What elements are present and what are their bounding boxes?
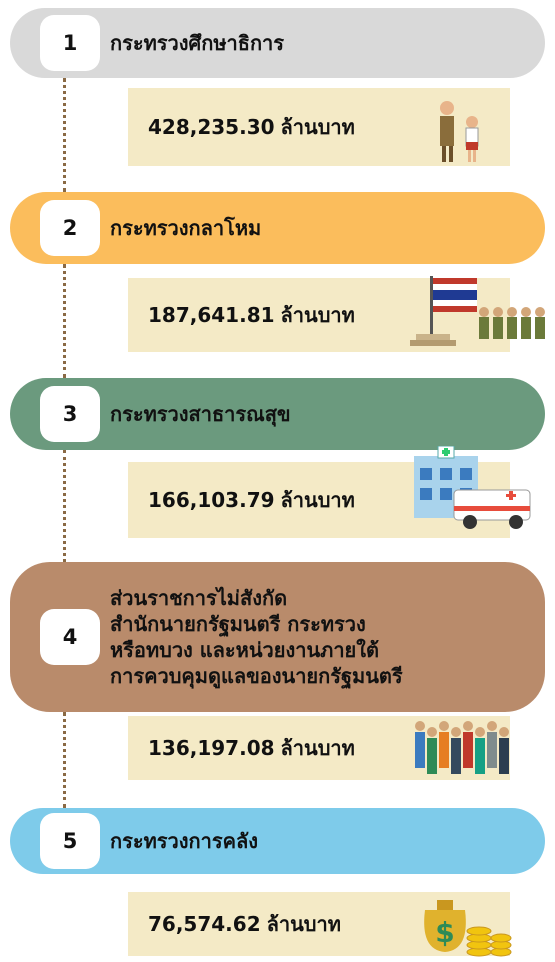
category-header: 3 กระทรวงสาธารณสุข bbox=[10, 378, 545, 450]
title-line: หรือทบวง และหน่วยงานภายใต้ bbox=[110, 638, 380, 662]
connector bbox=[63, 450, 66, 562]
amount: 187,641.81 bbox=[148, 303, 275, 327]
amount: 428,235.30 bbox=[148, 115, 275, 139]
title-line: กระทรวงสาธารณสุข bbox=[110, 402, 291, 426]
budget-amount: 187,641.81 ล้านบาท bbox=[148, 278, 355, 352]
unit: ล้านบาท bbox=[266, 912, 341, 936]
category-icon bbox=[414, 446, 531, 529]
unit: ล้านบาท bbox=[280, 488, 355, 512]
category-title: ส่วนราชการไม่สังกัด สำนักนายกรัฐมนตรี กระ… bbox=[110, 562, 525, 712]
svg-text:$: $ bbox=[435, 916, 454, 949]
rank-number: 5 bbox=[40, 813, 100, 869]
budget-amount: 136,197.08 ล้านบาท bbox=[148, 716, 355, 780]
title-line: กระทรวงกลาโหม bbox=[110, 216, 262, 240]
budget-amount: 166,103.79 ล้านบาท bbox=[148, 462, 355, 538]
category-icon bbox=[410, 276, 545, 346]
amount: 166,103.79 bbox=[148, 488, 275, 512]
budget-amount: 428,235.30 ล้านบาท bbox=[148, 88, 355, 166]
unit: ล้านบาท bbox=[280, 303, 355, 327]
category-title: กระทรวงศึกษาธิการ bbox=[110, 8, 525, 78]
title-line: สำนักนายกรัฐมนตรี กระทรวง bbox=[110, 612, 366, 636]
title-line: การควบคุมดูแลของนายกรัฐมนตรี bbox=[110, 664, 403, 688]
rank-number: 3 bbox=[40, 386, 100, 442]
connector bbox=[63, 712, 66, 808]
budget-amount: 76,574.62 ล้านบาท bbox=[148, 892, 341, 956]
unit: ล้านบาท bbox=[280, 736, 355, 760]
connector bbox=[63, 78, 66, 192]
connector bbox=[63, 264, 66, 378]
title-line: กระทรวงศึกษาธิการ bbox=[110, 31, 285, 55]
category-title: กระทรวงกลาโหม bbox=[110, 192, 525, 264]
category-icon bbox=[415, 721, 509, 774]
category-header: 4 ส่วนราชการไม่สังกัด สำนักนายกรัฐมนตรี กร… bbox=[10, 562, 545, 712]
unit: ล้านบาท bbox=[280, 115, 355, 139]
category-header: 5 กระทรวงการคลัง bbox=[10, 808, 545, 874]
rank-number: 4 bbox=[40, 609, 100, 665]
title-line: กระทรวงการคลัง bbox=[110, 829, 258, 853]
title-line: ส่วนราชการไม่สังกัด bbox=[110, 586, 288, 610]
category-icon bbox=[440, 101, 479, 162]
category-header: 1 กระทรวงศึกษาธิการ bbox=[10, 8, 545, 78]
category-header: 2 กระทรวงกลาโหม bbox=[10, 192, 545, 264]
category-title: กระทรวงการคลัง bbox=[110, 808, 525, 874]
amount: 76,574.62 bbox=[148, 912, 261, 936]
amount: 136,197.08 bbox=[148, 736, 275, 760]
category-icon: $ bbox=[424, 900, 512, 957]
rank-number: 2 bbox=[40, 200, 100, 256]
category-title: กระทรวงสาธารณสุข bbox=[110, 378, 525, 450]
rank-number: 1 bbox=[40, 15, 100, 71]
